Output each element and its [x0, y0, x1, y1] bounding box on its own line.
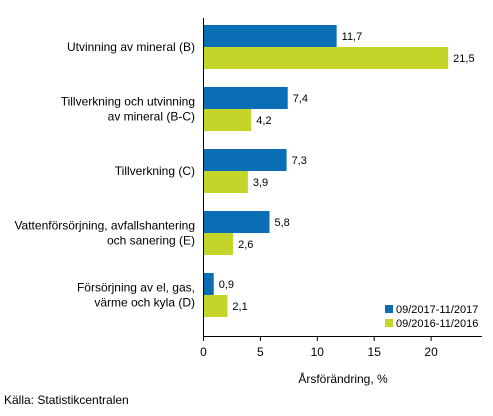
category-label-5-line2: värme och kyla (D) [94, 296, 195, 310]
bar-s2-c2 [203, 109, 252, 131]
value-label-s1-c3: 7,3 [292, 155, 307, 167]
category-label-2-line1: Tillverkning och utvinning [61, 95, 195, 109]
x-ticks-layer: 0 5 10 15 20 [200, 336, 438, 359]
legend-swatch-2 [385, 319, 393, 327]
category-label-5-line1: Försörjning av el, gas, [77, 281, 195, 295]
value-label-s1-c2: 7,4 [293, 93, 308, 105]
value-label-s2-c1: 21,5 [453, 53, 474, 65]
bar-s1-c4 [203, 211, 270, 233]
bar-s1-c5 [203, 273, 214, 295]
x-tick-label-10: 10 [311, 345, 325, 359]
bar-s2-c3 [203, 171, 248, 193]
value-label-s2-c2: 4,2 [256, 115, 271, 127]
x-tick-label-5: 5 [257, 345, 264, 359]
category-label-1: Utvinning av mineral (B) [67, 40, 195, 54]
value-labels-layer: 11,7 21,5 7,4 4,2 7,3 3,9 5,8 2,6 0,9 2,1 [219, 31, 475, 313]
legend-label-1: 09/2017-11/2017 [396, 304, 478, 316]
x-tick-label-0: 0 [200, 345, 207, 359]
source-note: Källa: Statistikcentralen [4, 393, 129, 407]
bar-s2-c4 [203, 233, 234, 255]
bar-s1-c3 [203, 149, 287, 171]
bar-s2-c5 [203, 295, 228, 317]
bar-s2-c1 [203, 47, 449, 69]
category-label-3: Tillverkning (C) [115, 164, 195, 178]
x-tick-label-20: 20 [424, 345, 438, 359]
bar-s1-c2 [203, 87, 288, 109]
category-label-4-line2: och sanering (E) [107, 234, 195, 248]
value-label-s2-c3: 3,9 [253, 177, 268, 189]
category-label-2-line2: av mineral (B-C) [108, 110, 195, 124]
category-labels-layer: Utvinning av mineral (B) Tillverkning och… [14, 40, 195, 310]
legend-label-2: 09/2016-11/2016 [396, 318, 478, 330]
value-label-s2-c5: 2,1 [232, 301, 247, 313]
x-axis-title: Årsförändring, % [298, 371, 388, 386]
value-label-s1-c1: 11,7 [342, 31, 363, 43]
legend: 09/2017-11/2017 09/2016-11/2016 [385, 304, 478, 330]
legend-swatch-1 [385, 305, 393, 313]
x-tick-label-15: 15 [368, 345, 382, 359]
value-label-s1-c4: 5,8 [275, 217, 290, 229]
value-label-s1-c5: 0,9 [219, 279, 234, 291]
bar-s1-c1 [203, 25, 337, 47]
value-label-s2-c4: 2,6 [238, 239, 253, 251]
category-label-4-line1: Vattenförsörjning, avfallshantering [14, 219, 195, 233]
bars-layer [203, 25, 449, 317]
